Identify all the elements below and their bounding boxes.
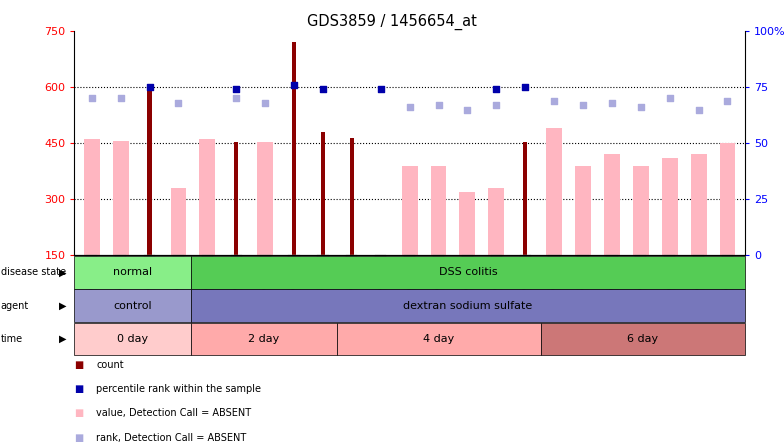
Point (259, 99, 271, 107)
Point (230, 95, 242, 102)
Text: GSM555198: GSM555198 (347, 256, 357, 302)
Bar (633, 166, 648, 255)
Bar (321, 132, 325, 255)
Point (114, 95, 127, 102)
Point (721, 97, 734, 104)
Text: 0 day: 0 day (117, 334, 148, 344)
Text: ■: ■ (74, 433, 84, 443)
Text: percentile rank within the sample: percentile rank within the sample (96, 384, 261, 394)
Text: GSM555195: GSM555195 (260, 256, 270, 302)
Bar (430, 166, 446, 255)
Point (490, 102, 503, 109)
Point (692, 106, 705, 113)
Point (172, 99, 185, 107)
Text: GSM555204: GSM555204 (521, 256, 530, 302)
Point (461, 106, 474, 113)
Text: time: time (1, 334, 23, 344)
Point (317, 86, 329, 93)
Text: GSM555190: GSM555190 (116, 256, 125, 302)
Text: GSM555194: GSM555194 (232, 256, 241, 302)
Bar (691, 155, 706, 255)
Text: 4 day: 4 day (423, 334, 455, 344)
Bar (604, 155, 620, 255)
Text: control: control (114, 301, 152, 311)
Text: GSM555203: GSM555203 (492, 256, 501, 302)
Text: GSM555189: GSM555189 (87, 256, 96, 302)
Bar (113, 141, 129, 255)
Text: GSM555202: GSM555202 (463, 256, 472, 302)
Bar (350, 138, 354, 255)
Point (577, 102, 590, 109)
Text: GSM555200: GSM555200 (405, 256, 414, 302)
Text: normal: normal (113, 267, 152, 278)
Text: GSM555208: GSM555208 (637, 256, 645, 302)
Point (634, 104, 647, 111)
Text: GSM555196: GSM555196 (289, 256, 299, 302)
Bar (575, 166, 591, 255)
Bar (234, 142, 238, 255)
Text: GSM555210: GSM555210 (694, 256, 703, 302)
Text: ■: ■ (74, 384, 84, 394)
Text: GSM555201: GSM555201 (434, 256, 443, 302)
Point (143, 83, 156, 91)
Text: GDS3859 / 1456654_at: GDS3859 / 1456654_at (307, 13, 477, 29)
Text: dextran sodium sulfate: dextran sodium sulfate (403, 301, 532, 311)
Text: agent: agent (1, 301, 29, 311)
Point (548, 97, 561, 104)
Text: GSM555206: GSM555206 (579, 256, 587, 302)
Bar (84, 139, 100, 255)
Point (432, 102, 445, 109)
Point (288, 81, 300, 88)
Text: DSS colitis: DSS colitis (438, 267, 497, 278)
Text: GSM555207: GSM555207 (608, 256, 616, 302)
Text: disease state: disease state (1, 267, 66, 278)
Bar (171, 188, 187, 255)
Bar (292, 42, 296, 255)
Point (85, 95, 98, 102)
Text: 2 day: 2 day (249, 334, 280, 344)
Text: GSM555191: GSM555191 (145, 256, 154, 302)
Text: ▶: ▶ (59, 267, 67, 278)
Text: 6 day: 6 day (627, 334, 659, 344)
Text: count: count (96, 360, 124, 370)
Text: GSM555211: GSM555211 (723, 256, 732, 302)
Point (605, 99, 618, 107)
Text: GSM555209: GSM555209 (665, 256, 674, 302)
Text: ■: ■ (74, 360, 84, 370)
Text: value, Detection Call = ABSENT: value, Detection Call = ABSENT (96, 408, 252, 419)
Text: ■: ■ (74, 408, 84, 419)
Bar (199, 139, 216, 255)
Bar (523, 142, 528, 255)
Bar (459, 192, 475, 255)
Bar (401, 166, 418, 255)
Bar (720, 143, 735, 255)
Bar (546, 128, 562, 255)
Text: GSM555199: GSM555199 (376, 256, 385, 302)
Point (375, 86, 387, 93)
Text: GSM555193: GSM555193 (203, 256, 212, 302)
Bar (662, 158, 677, 255)
Point (519, 83, 532, 91)
Text: GSM555197: GSM555197 (318, 256, 328, 302)
Bar (488, 188, 504, 255)
Point (403, 104, 416, 111)
Text: rank, Detection Call = ABSENT: rank, Detection Call = ABSENT (96, 433, 247, 443)
Bar (257, 142, 273, 255)
Text: ▶: ▶ (59, 301, 67, 311)
Point (490, 86, 503, 93)
Text: GSM555205: GSM555205 (550, 256, 559, 302)
Point (663, 95, 676, 102)
Text: ▶: ▶ (59, 334, 67, 344)
Bar (147, 89, 152, 255)
Text: GSM555192: GSM555192 (174, 256, 183, 302)
Point (230, 86, 242, 93)
